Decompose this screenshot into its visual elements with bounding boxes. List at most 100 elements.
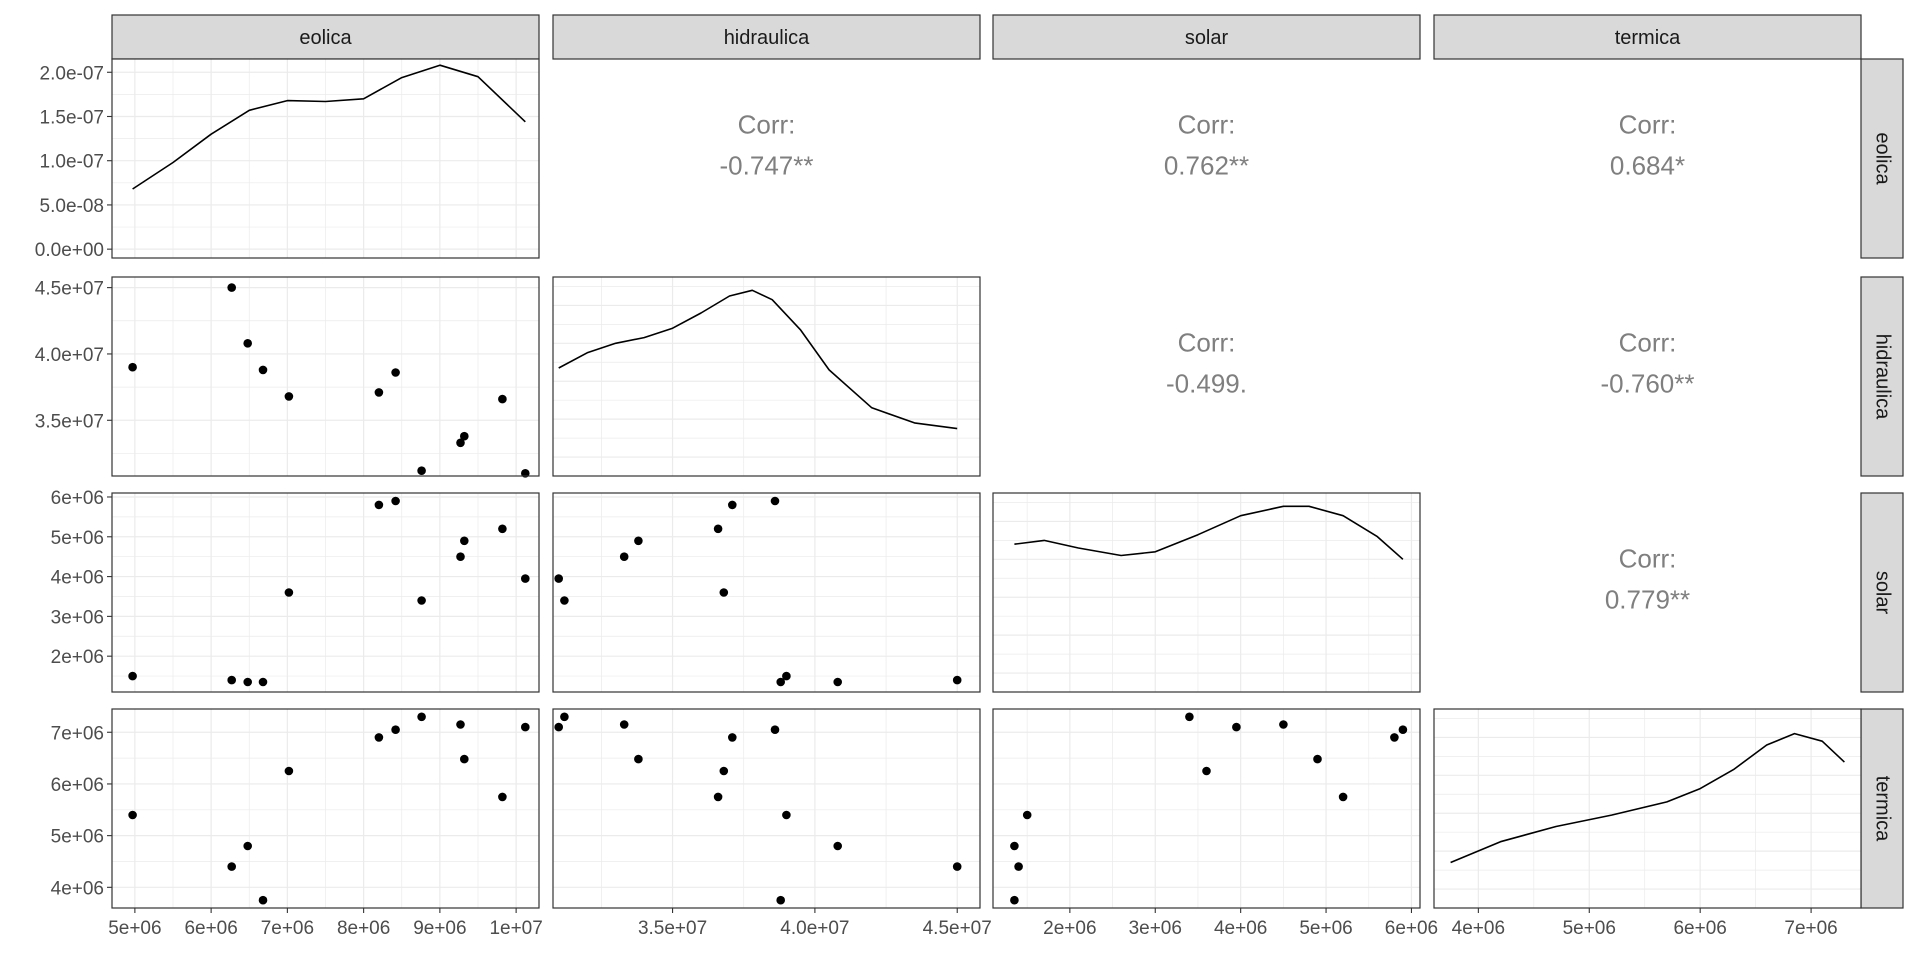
scatter-point [1014, 862, 1023, 871]
panel-background [553, 709, 980, 908]
column-strip-solar [992, 14, 1421, 60]
scatter-point [1232, 722, 1241, 732]
scatter-point [243, 339, 252, 348]
scatter-point [243, 841, 252, 851]
scatter-point [128, 671, 137, 681]
panel-termica-eolica [111, 708, 540, 909]
corr-value: 0.684* [1610, 151, 1685, 181]
scatter-point [258, 365, 268, 375]
scatter-point [634, 754, 643, 764]
panel-eolica-solar: Corr: 0.762** [1164, 110, 1249, 181]
scatter-point [521, 722, 530, 732]
x-tick-label: 3e+06 [1129, 918, 1182, 939]
x-tick-label: 4.5e+07 [923, 918, 992, 939]
scatter-point [258, 895, 268, 905]
row-strip-label-eolica: eolica [1872, 132, 1894, 185]
x-axis-eolica: 5e+06 6e+06 7e+06 8e+06 9e+06 1e+07 [108, 908, 543, 939]
panel-border [552, 708, 981, 909]
y-tick-label: 5e+06 [51, 528, 104, 549]
scatter-point [227, 862, 236, 871]
panel-background [553, 277, 980, 476]
x-tick-label: 3.5e+07 [638, 918, 707, 939]
row-strip-eolica [1860, 58, 1904, 259]
y-tick-label: 2e+06 [51, 647, 104, 668]
corr-value: -0.499. [1166, 369, 1247, 399]
x-tick-label: 5e+06 [1563, 918, 1616, 939]
panel-border [111, 58, 540, 259]
scatter-point [227, 675, 236, 685]
scatter-point [554, 722, 563, 732]
x-axis-hidraulica: 3.5e+07 4.0e+07 4.5e+07 [638, 908, 992, 939]
y-axis-eolica: 0.0e+00 5.0e-08 1.0e-07 1.5e-07 2.0e-07 [35, 63, 112, 261]
corr-value: 0.779** [1605, 585, 1690, 615]
column-strip-hidraulica [552, 14, 981, 60]
corr-value: -0.760** [1601, 369, 1695, 399]
scatter-point [456, 552, 465, 561]
y-tick-label: 6e+06 [51, 488, 104, 509]
panel-hidraulica-solar: Corr: -0.499. [1166, 328, 1247, 399]
scatter-point [554, 574, 563, 583]
panel-solar-termica: Corr: 0.779** [1605, 544, 1690, 615]
y-tick-label: 0.0e+00 [35, 240, 104, 261]
x-axis-solar: 2e+06 3e+06 4e+06 5e+06 6e+06 [1043, 908, 1438, 939]
scatter-point [128, 362, 137, 372]
panel-hidraulica-termica: Corr: -0.760** [1601, 328, 1695, 399]
x-tick-label: 6e+06 [1385, 918, 1438, 939]
scatter-point [498, 524, 507, 534]
y-tick-label: 3e+06 [51, 607, 104, 628]
scatter-point [770, 725, 780, 734]
corr-label: Corr: [1619, 544, 1677, 574]
panel-eolica-eolica [111, 58, 540, 259]
panel-termica-solar [992, 708, 1421, 909]
y-axis-hidraulica: 3.5e+07 4.0e+07 4.5e+07 [35, 279, 112, 432]
scatter-point [713, 792, 723, 802]
panel-background [553, 493, 980, 692]
scatter-point [560, 712, 569, 722]
column-strip-label-hidraulica: hidraulica [724, 27, 810, 49]
scatter-point [1010, 841, 1019, 851]
panel-border [552, 492, 981, 693]
scatter-point [417, 712, 426, 722]
y-tick-label: 4.0e+07 [35, 345, 104, 366]
scatter-point [374, 500, 384, 510]
panel-eolica-hidraulica: Corr: -0.747** [720, 110, 814, 181]
y-tick-label: 4.5e+07 [35, 279, 104, 300]
corr-label: Corr: [1619, 328, 1677, 358]
scatter-point [456, 438, 465, 448]
scatter-point [374, 733, 384, 742]
panel-background [993, 493, 1420, 692]
scatter-point [498, 792, 507, 802]
x-tick-label: 4.0e+07 [780, 918, 849, 939]
column-strip-label-eolica: eolica [299, 27, 352, 49]
x-tick-label: 4e+06 [1452, 918, 1505, 939]
y-tick-label: 7e+06 [51, 723, 104, 744]
density-curve-solar [1014, 505, 1404, 560]
scatter-point [391, 496, 400, 506]
column-strip-label-termica: termica [1615, 27, 1681, 49]
scatter-point [728, 500, 737, 510]
y-tick-label: 6e+06 [51, 775, 104, 796]
y-axis-solar: 2e+06 3e+06 4e+06 5e+06 6e+06 [51, 488, 112, 668]
scatter-point [1390, 733, 1399, 742]
y-tick-label: 5.0e-08 [40, 196, 104, 217]
panel-hidraulica-hidraulica [552, 276, 981, 477]
scatter-point [460, 754, 469, 764]
scatter-point [374, 388, 384, 397]
panel-eolica-termica: Corr: 0.684* [1610, 110, 1685, 181]
panel-background [1434, 709, 1861, 908]
x-tick-label: 7e+06 [261, 918, 314, 939]
scatter-point [521, 574, 530, 583]
scatter-point [284, 766, 294, 776]
corr-label: Corr: [738, 110, 796, 140]
scatter-point [1022, 810, 1032, 820]
scatter-point [128, 810, 137, 820]
scatter-point [634, 536, 643, 546]
panel-termica-hidraulica [552, 708, 981, 909]
scatter-point [258, 677, 268, 687]
column-strip-eolica [111, 14, 540, 60]
scatter-point [456, 720, 465, 729]
scatter-point [498, 394, 507, 404]
panel-termica-termica [1433, 708, 1862, 909]
scatter-point [1279, 720, 1288, 729]
x-tick-label: 9e+06 [413, 918, 466, 939]
